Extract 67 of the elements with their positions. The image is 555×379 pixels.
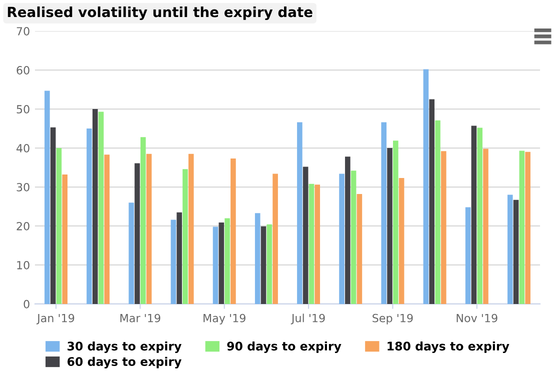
bar: [308, 184, 314, 304]
bar: [86, 128, 92, 304]
chart-title: Realised volatility until the expiry date: [8, 6, 312, 20]
bar: [513, 200, 519, 304]
x-tick-label: May '19: [204, 314, 246, 324]
bar: [272, 174, 278, 304]
y-tick-label: 30: [16, 182, 30, 192]
bar: [525, 152, 530, 304]
legend-label: 30 days to expiry: [68, 341, 182, 353]
bar: [92, 109, 98, 304]
x-tick-label: Mar '19: [120, 314, 160, 322]
bar: [435, 120, 440, 304]
bar: [440, 151, 446, 304]
bar: [381, 122, 387, 304]
bar: [483, 148, 488, 304]
bar: [302, 166, 308, 304]
bar: [104, 154, 110, 304]
bar: [218, 222, 224, 304]
y-tick-label: 10: [17, 260, 30, 270]
bar: [477, 128, 482, 304]
bar: [393, 140, 398, 304]
bar: [266, 224, 272, 304]
bar: [128, 202, 134, 304]
legend-label: 180 days to expiry: [388, 341, 510, 353]
y-tick-label: 0: [24, 300, 30, 308]
bar: [182, 169, 188, 304]
x-tick-label: Jul '19: [290, 314, 325, 324]
x-tick-label: Sep '19: [372, 314, 413, 324]
bar: [507, 194, 513, 304]
bar: [297, 122, 302, 304]
bar: [260, 226, 266, 304]
bar: [50, 127, 56, 304]
bar: [398, 178, 404, 304]
bar: [339, 174, 344, 304]
bar: [140, 137, 146, 304]
bar: [519, 150, 525, 304]
bar: [314, 184, 320, 304]
bar: [471, 126, 477, 304]
y-tick-label: 20: [16, 222, 30, 230]
bar: [170, 220, 176, 304]
x-tick-label: Nov '19: [456, 314, 498, 322]
bar: [224, 218, 230, 304]
bar: [345, 156, 350, 304]
legend-label: 60 days to expiry: [68, 356, 182, 368]
x-tick-label: Jan '19: [36, 314, 74, 324]
y-tick-label: 70: [16, 27, 30, 36]
bar: [230, 158, 236, 304]
bar: [254, 213, 260, 304]
bar: [387, 148, 392, 304]
y-tick-label: 50: [16, 105, 30, 114]
bar: [429, 99, 434, 304]
bar: [98, 112, 104, 304]
bar: [134, 163, 140, 304]
bar: [423, 69, 429, 304]
bar: [212, 226, 218, 304]
y-tick-label: 60: [16, 66, 30, 74]
y-tick-label: 40: [16, 144, 30, 152]
bar: [356, 194, 362, 304]
bar: [176, 212, 182, 304]
legend-label: 90 days to expiry: [227, 341, 342, 353]
bar: [44, 90, 50, 304]
bar: [188, 154, 194, 304]
bar: [350, 170, 356, 304]
bar: [56, 148, 62, 304]
bar: [146, 154, 152, 304]
bar: [62, 174, 68, 304]
bar: [465, 207, 471, 304]
